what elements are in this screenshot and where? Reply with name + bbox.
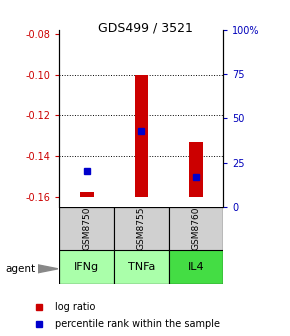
Text: IL4: IL4 xyxy=(188,262,204,272)
Text: GSM8755: GSM8755 xyxy=(137,207,146,250)
Bar xyxy=(59,250,114,284)
Text: percentile rank within the sample: percentile rank within the sample xyxy=(55,319,220,329)
Text: TNFa: TNFa xyxy=(128,262,155,272)
Text: GSM8750: GSM8750 xyxy=(82,207,91,250)
Bar xyxy=(114,207,169,250)
Text: log ratio: log ratio xyxy=(55,302,95,312)
Bar xyxy=(169,250,223,284)
Text: GSM8760: GSM8760 xyxy=(191,207,200,250)
Polygon shape xyxy=(38,265,58,273)
Bar xyxy=(80,193,94,197)
Bar xyxy=(114,250,169,284)
Bar xyxy=(59,207,114,250)
Text: agent: agent xyxy=(6,264,36,274)
Text: GDS499 / 3521: GDS499 / 3521 xyxy=(97,22,193,35)
Bar xyxy=(135,75,148,197)
Text: IFNg: IFNg xyxy=(74,262,99,272)
Bar xyxy=(169,207,223,250)
Bar xyxy=(189,142,203,197)
